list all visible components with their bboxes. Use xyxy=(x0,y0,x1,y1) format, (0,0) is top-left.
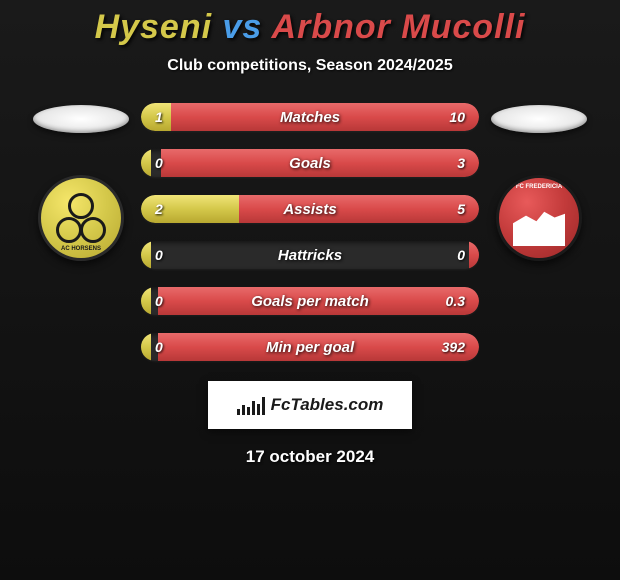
stat-label: Matches xyxy=(141,109,479,126)
stat-bar: 00Hattricks xyxy=(141,241,479,269)
stat-bar: 03Goals xyxy=(141,149,479,177)
logo-text: FcTables.com xyxy=(271,395,384,415)
stat-label: Hattricks xyxy=(141,247,479,264)
left-column: AC HORSENS xyxy=(21,103,141,261)
stat-bar: 25Assists xyxy=(141,195,479,223)
badge-rings-icon xyxy=(56,193,106,243)
main-area: AC HORSENS 110Matches 03Goals 25Assists 00H… xyxy=(0,103,620,361)
subtitle: Club competitions, Season 2024/2025 xyxy=(0,57,620,75)
comparison-infographic: Hyseni vs Arbnor Mucolli Club competitio… xyxy=(0,0,620,580)
page-title: Hyseni vs Arbnor Mucolli xyxy=(0,0,620,47)
badge-lion-icon xyxy=(513,208,565,246)
player2-name: Arbnor Mucolli xyxy=(272,8,526,46)
stat-label: Min per goal xyxy=(141,339,479,356)
stat-bar: 0392Min per goal xyxy=(141,333,479,361)
badge-left-label: AC HORSENS xyxy=(41,246,121,252)
player1-name: Hyseni xyxy=(95,8,213,46)
vs-separator: vs xyxy=(223,8,263,46)
decorative-ellipse-right xyxy=(491,105,587,133)
stat-bar: 00.3Goals per match xyxy=(141,287,479,315)
date: 17 october 2024 xyxy=(0,447,620,467)
source-logo: FcTables.com xyxy=(208,381,412,429)
badge-right-label: FC FREDERICIA xyxy=(499,184,579,190)
logo-chart-icon xyxy=(237,395,265,415)
right-column: FC FREDERICIA xyxy=(479,103,599,261)
stats-column: 110Matches 03Goals 25Assists 00Hattricks 00.… xyxy=(141,103,479,361)
club-badge-right: FC FREDERICIA xyxy=(496,175,582,261)
stat-label: Goals xyxy=(141,155,479,172)
stat-bar: 110Matches xyxy=(141,103,479,131)
decorative-ellipse-left xyxy=(33,105,129,133)
stat-label: Goals per match xyxy=(141,293,479,310)
club-badge-left: AC HORSENS xyxy=(38,175,124,261)
stat-label: Assists xyxy=(141,201,479,218)
